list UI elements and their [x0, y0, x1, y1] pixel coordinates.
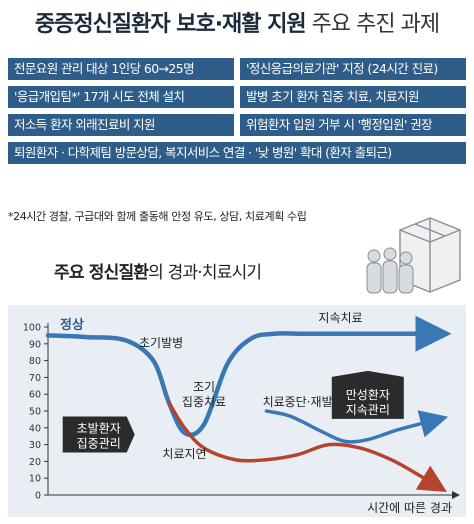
- y-tick-label: 50: [29, 407, 41, 418]
- callout-line1: 만성환자: [346, 388, 390, 402]
- series-relapse-line: [264, 409, 449, 444]
- y-tick-label: 20: [29, 457, 41, 468]
- y-tick-label: 70: [29, 373, 41, 384]
- chart-title-rest: 의 경과·치료시기: [148, 263, 262, 283]
- y-tick-label: 40: [29, 423, 41, 434]
- annotation-label: 치료지연: [162, 447, 206, 461]
- series-delay-line: [167, 400, 447, 493]
- page-title: 중증정신질환자 보호·재활 지원 주요 추진 과제: [0, 6, 474, 38]
- title-strong: 중증정신질환자 보호·재활 지원: [34, 12, 307, 37]
- task-boxes: 전문요원 관리 대상 1인당 60→25명 '정신응급의료기관' 지정 (24시…: [8, 58, 466, 170]
- annotation-label: 집중치료: [182, 395, 226, 409]
- annotation-label: 지속치료: [318, 311, 362, 325]
- task-box: 저소득 환자 외래진료비 지원: [8, 114, 234, 136]
- y-tick-label: 0: [35, 491, 41, 502]
- callout-line2: 집중관리: [77, 437, 121, 451]
- title-light: 주요 추진 과제: [311, 12, 440, 37]
- chart-title-strong: 주요 정신질환: [54, 263, 149, 283]
- x-axis-arrow: [452, 491, 460, 499]
- y-tick-label: 30: [29, 440, 41, 451]
- callout-line1: 초발환자: [77, 422, 121, 436]
- x-axis-label: 시간에 따른 경과: [367, 501, 452, 515]
- normal-label: 정상: [60, 317, 84, 333]
- task-box: 발병 초기 환자 집중 치료, 치료지원: [240, 86, 466, 108]
- task-box: 퇴원환자 · 다학제팀 방문상담, 복지서비스 연결 · '낮 병원' 확대 (…: [8, 142, 466, 164]
- y-tick-label: 100: [23, 323, 41, 334]
- annotation-label: 조기: [193, 380, 215, 394]
- y-tick-label: 60: [29, 390, 41, 401]
- task-box: 위험환자 입원 거부 시 '행정입원' 권장: [240, 114, 466, 136]
- y-tick-label: 90: [29, 339, 41, 350]
- annotation-label: 치료중단·재발: [263, 395, 333, 409]
- task-box: '응급개입팀*' 17개 시도 전체 설치: [8, 86, 234, 108]
- y-tick-label: 10: [29, 474, 41, 485]
- annotation-label: 초기발병: [139, 336, 183, 350]
- y-tick-label: 80: [29, 356, 41, 367]
- callout-box: [331, 370, 404, 419]
- callout-line2: 지속관리: [346, 403, 390, 417]
- footnote: *24시간 경찰, 구급대와 함께 출동해 안정 유도, 상담, 치료계획 수립: [8, 210, 307, 223]
- chart-title: 주요 정신질환의 경과·치료시기: [54, 258, 262, 283]
- task-box: 전문요원 관리 대상 1인당 60→25명: [8, 58, 234, 80]
- task-box: '정신응급의료기관' 지정 (24시간 진료): [240, 58, 466, 80]
- series-treatment-line: [45, 315, 452, 438]
- callout-box: [62, 416, 135, 453]
- people-building-illustration: [360, 210, 468, 306]
